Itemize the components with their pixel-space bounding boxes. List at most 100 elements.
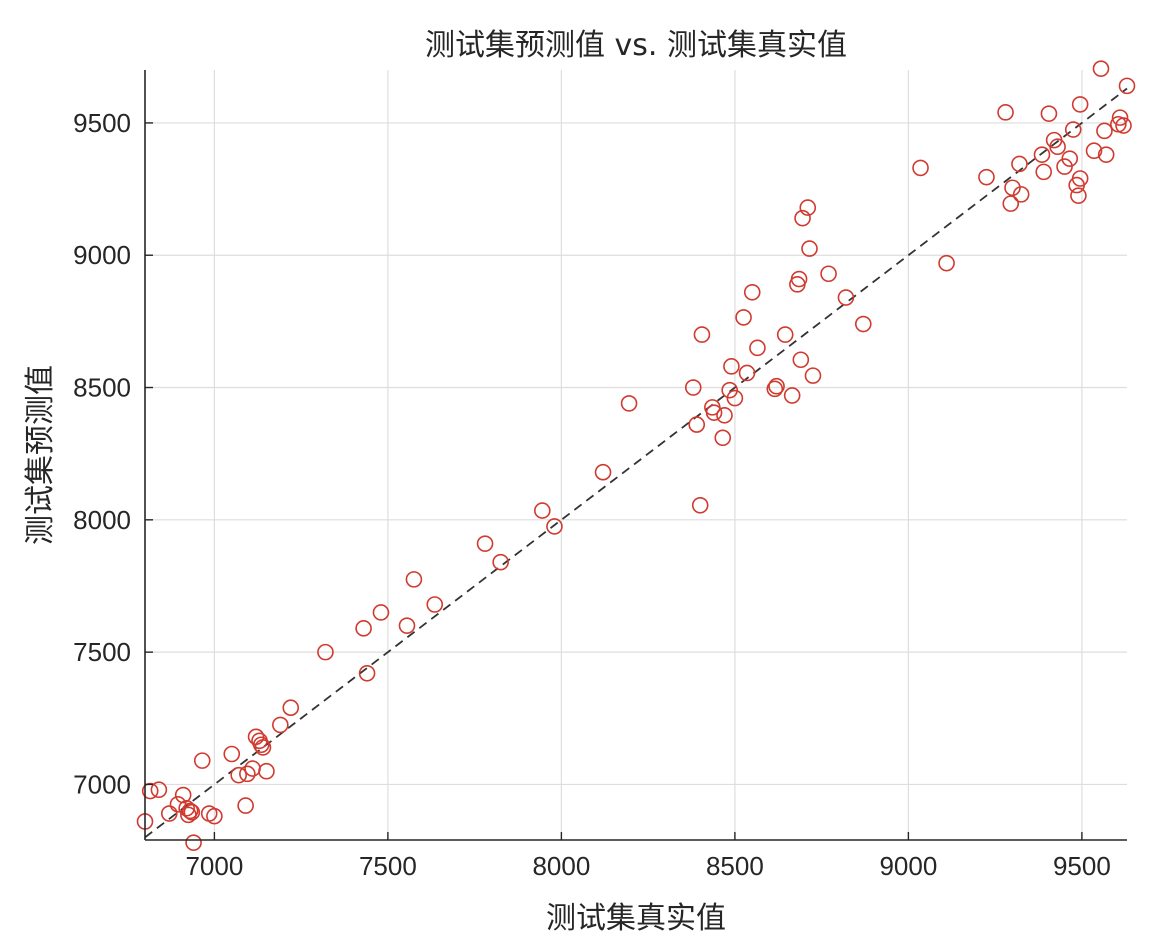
y-tick-label: 9500 — [73, 108, 131, 138]
data-point — [735, 309, 752, 326]
data-point — [160, 805, 178, 822]
data-point — [766, 380, 784, 398]
data-point — [183, 803, 201, 821]
data-point — [620, 395, 638, 412]
data-point — [1012, 186, 1030, 203]
data-point — [1002, 195, 1020, 212]
data-point — [1071, 170, 1089, 187]
data-point — [141, 782, 159, 800]
data-point — [398, 617, 416, 634]
data-point — [1118, 77, 1136, 95]
y-tick-labels: 7000 7500 8000 8500 9000 9500 — [73, 108, 131, 800]
x-tick-labels: 7000 7500 8000 8500 9000 9500 — [185, 851, 1110, 881]
reference-line — [144, 87, 1128, 839]
data-point — [1049, 138, 1066, 156]
x-tick-label: 7500 — [359, 851, 417, 881]
chart-title: 测试集预测值 vs. 测试集真实值 — [425, 28, 847, 63]
data-point — [272, 716, 289, 734]
y-tick-label: 7000 — [73, 769, 131, 799]
data-point — [492, 553, 509, 571]
data-point — [743, 283, 761, 301]
data-point — [738, 364, 756, 382]
data-point — [783, 387, 801, 404]
data-point — [716, 407, 733, 424]
data-point — [1011, 155, 1028, 173]
x-tick-label: 9000 — [879, 851, 937, 881]
data-point — [792, 351, 810, 369]
data-point — [237, 797, 254, 814]
x-tick-label: 7000 — [185, 851, 243, 881]
data-point — [820, 265, 837, 283]
data-point — [405, 571, 423, 588]
data-point — [705, 404, 723, 421]
data-point — [193, 752, 211, 769]
data-point — [776, 326, 794, 343]
y-tick-label: 9000 — [73, 240, 131, 270]
data-point — [150, 781, 168, 799]
data-point — [912, 159, 929, 177]
x-axis-label: 测试集真实值 — [546, 901, 726, 936]
data-point — [794, 209, 811, 227]
data-point — [714, 429, 732, 447]
data-point — [254, 739, 272, 756]
data-point — [749, 339, 766, 357]
data-point — [223, 745, 241, 763]
x-tick-label: 8000 — [532, 851, 590, 881]
data-point — [1115, 117, 1132, 134]
data-point — [997, 104, 1014, 121]
x-tick-label: 9500 — [1053, 851, 1111, 881]
y-tick-label: 7500 — [73, 637, 131, 667]
data-point — [206, 807, 223, 825]
data-point — [174, 786, 192, 804]
data-points — [136, 60, 1136, 851]
data-point — [239, 765, 256, 783]
y-tick-label: 8000 — [73, 505, 131, 535]
data-point — [1092, 60, 1110, 77]
data-point — [1070, 187, 1087, 204]
data-point — [185, 834, 202, 851]
data-point — [181, 802, 199, 820]
data-point — [355, 620, 372, 637]
data-point — [1040, 105, 1058, 122]
data-point — [938, 254, 955, 272]
data-point — [1061, 150, 1079, 167]
data-point — [252, 736, 270, 754]
data-point — [726, 389, 744, 407]
data-point — [1064, 121, 1082, 138]
data-point — [1097, 146, 1115, 163]
data-point — [546, 518, 563, 535]
data-point — [804, 367, 822, 384]
data-point — [1035, 163, 1053, 181]
grid-lines — [145, 70, 1127, 840]
data-point — [801, 240, 818, 257]
data-point — [317, 643, 334, 661]
data-point — [1033, 146, 1051, 163]
data-point — [799, 199, 817, 216]
data-point — [978, 168, 995, 186]
data-point — [837, 289, 855, 306]
data-point — [854, 315, 872, 333]
x-tick-label: 8500 — [706, 851, 764, 881]
data-point — [790, 270, 808, 288]
data-point — [688, 416, 706, 433]
data-point — [768, 377, 785, 395]
data-point — [372, 604, 390, 621]
y-tick-label: 8500 — [73, 373, 131, 403]
data-point — [358, 664, 376, 682]
y-axis-label: 测试集预测值 — [23, 365, 58, 545]
data-point — [258, 762, 275, 780]
data-point — [684, 379, 702, 396]
data-point — [230, 766, 247, 784]
data-point — [594, 463, 612, 481]
data-point — [1071, 96, 1089, 113]
data-point — [693, 326, 711, 343]
data-point — [1111, 109, 1129, 126]
data-point — [534, 502, 551, 519]
data-point — [1085, 142, 1103, 160]
reference-line-group — [144, 87, 1128, 839]
data-point — [426, 596, 444, 613]
data-point — [691, 496, 709, 514]
data-point — [282, 699, 300, 716]
